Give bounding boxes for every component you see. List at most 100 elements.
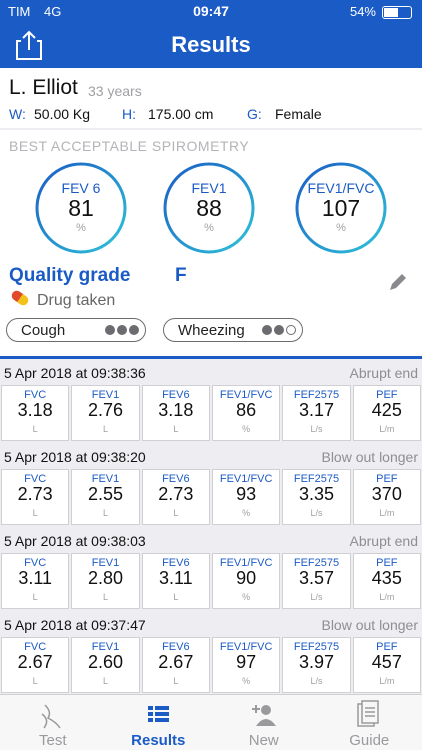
test-datetime: 5 Apr 2018 at 09:38:36 — [4, 365, 146, 381]
tab-icons — [41, 700, 379, 729]
metric-name: FVC — [24, 473, 47, 485]
metric-cell: FEV1/FVC 93% — [212, 469, 281, 525]
metric-value: 3.17 — [298, 400, 335, 420]
metric-cell: FEV1/FVC 97% — [212, 637, 281, 693]
field-value: 175.00 cm — [148, 106, 214, 122]
test-note: Blow out longer — [321, 449, 418, 465]
metric-name: FEV6 — [162, 641, 190, 653]
metric-name: FEV1/FVC — [219, 641, 273, 653]
metric-unit: % — [242, 676, 251, 686]
metric-cell: FVC 3.11 L — [1, 553, 70, 609]
quality-grade: F — [175, 265, 187, 286]
metric-name: FEV1 — [91, 641, 120, 653]
gauge-label: FEV1 — [191, 180, 227, 196]
metric-unit: L — [173, 424, 179, 434]
metric-value: 90 — [236, 568, 257, 588]
share-button[interactable] — [16, 30, 42, 60]
metric-name: PEF — [376, 389, 398, 401]
metric-name: FVC — [24, 641, 47, 653]
metric-name: FEF2575 — [293, 557, 340, 569]
symptom-name: Wheezing — [178, 322, 245, 339]
metric-unit: L/s — [310, 424, 323, 434]
metric-cell: FVC 2.67 L — [1, 637, 70, 693]
gauge-value: 81 — [68, 195, 94, 221]
symptom-dot — [274, 325, 284, 335]
metric-unit: % — [242, 424, 251, 434]
metric-unit: L/m — [379, 508, 395, 518]
metric-name: FEV1 — [91, 473, 120, 485]
metric-unit: L — [102, 508, 108, 518]
metric-name: FEV1/FVC — [219, 389, 273, 401]
tab-label[interactable]: Test — [38, 732, 67, 749]
metric-name: FVC — [24, 557, 47, 569]
metric-name: FEF2575 — [293, 473, 340, 485]
metric-value: 2.60 — [87, 652, 124, 672]
quality-label: Quality grade — [9, 265, 131, 286]
metric-name: FEV1 — [91, 389, 120, 401]
field-label: W: — [9, 106, 26, 122]
metric-name: FEV6 — [162, 389, 190, 401]
metric-value: 93 — [236, 484, 257, 504]
test-datetime: 5 Apr 2018 at 09:38:20 — [4, 449, 146, 465]
metric-value: 3.97 — [298, 652, 335, 672]
metric-value: 86 — [236, 400, 257, 420]
tab-label[interactable]: New — [248, 732, 279, 749]
test-datetime: 5 Apr 2018 at 09:38:03 — [4, 533, 146, 549]
page-title: Results — [171, 32, 251, 57]
metric-value: 2.55 — [87, 484, 124, 504]
metric-cell: PEF 425 L/m — [352, 385, 421, 441]
symptom-name: Cough — [21, 322, 66, 339]
metric-cell: FEV1/FVC 86% — [212, 385, 281, 441]
metric-unit: L — [173, 508, 179, 518]
gauge-unit: % — [76, 222, 86, 234]
tab-label[interactable]: Results — [131, 732, 186, 749]
gauge-ring — [295, 162, 387, 254]
battery-level: 54% — [349, 4, 376, 19]
gauge-value: 107 — [321, 195, 361, 221]
edit-button[interactable] — [386, 270, 410, 294]
divider — [0, 356, 422, 359]
metric-name: FEF2575 — [293, 389, 340, 401]
symptom-dot — [129, 325, 139, 335]
metric-cell: FEV6 3.18 L — [141, 385, 210, 441]
carrier: TIM — [8, 4, 31, 19]
metric-value: 425 — [371, 400, 402, 420]
metric-value: 435 — [371, 568, 402, 588]
metric-unit: L — [173, 676, 179, 686]
metric-name: FEV6 — [162, 473, 190, 485]
metric-unit: L/m — [379, 424, 395, 434]
metric-unit: L — [32, 592, 38, 602]
metric-name: PEF — [376, 557, 398, 569]
section-title: BEST ACCEPTABLE SPIROMETRY — [9, 138, 250, 154]
metric-unit: L — [32, 424, 38, 434]
metric-cell: PEF 457 L/m — [352, 637, 421, 693]
test-datetime: 5 Apr 2018 at 09:37:47 — [4, 617, 146, 633]
field-value: Female — [275, 106, 322, 122]
metric-unit: L — [102, 424, 108, 434]
metric-cell: FEV6 2.67 L — [141, 637, 210, 693]
symptom-chip[interactable]: Wheezing — [163, 318, 303, 342]
metric-name: PEF — [376, 641, 398, 653]
header-bar — [0, 0, 422, 68]
metric-value: 3.57 — [298, 568, 335, 588]
tab-label[interactable]: Guide — [349, 732, 390, 749]
metric-cell: FEF2575 3.97 L/s — [282, 637, 351, 693]
metric-value: 97 — [236, 652, 257, 672]
metric-name: FEV1 — [91, 557, 120, 569]
metric-unit: L/s — [310, 508, 323, 518]
metric-cell: FEV1 2.76 L — [71, 385, 140, 441]
metric-value: 2.80 — [87, 568, 124, 588]
gauge-label: FEV1/FVC — [307, 180, 375, 196]
metric-cell: FEV1 2.80 L — [71, 553, 140, 609]
symptom-chip[interactable]: Cough — [6, 318, 146, 342]
metric-name: FEV6 — [162, 557, 190, 569]
clock: 09:47 — [193, 3, 229, 19]
metric-unit: L/s — [310, 592, 323, 602]
metric-unit: L — [102, 676, 108, 686]
metric-cell: PEF 435 L/m — [352, 553, 421, 609]
metric-value: 2.73 — [17, 484, 53, 504]
metric-cell: FEV1 2.60 L — [71, 637, 140, 693]
gauge-ring — [163, 162, 255, 254]
metric-name: PEF — [376, 473, 398, 485]
metric-name: FEV1/FVC — [219, 473, 273, 485]
